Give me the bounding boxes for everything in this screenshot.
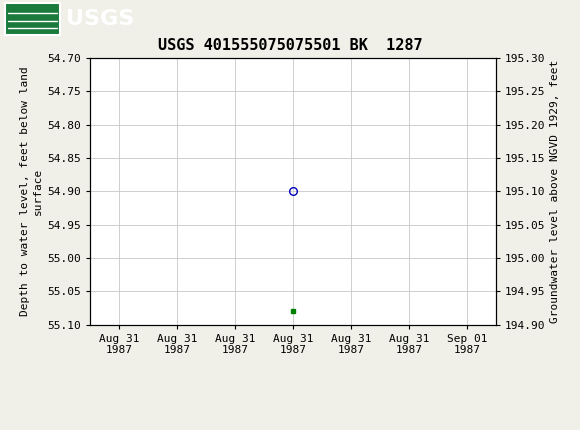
- Y-axis label: Groundwater level above NGVD 1929, feet: Groundwater level above NGVD 1929, feet: [550, 60, 560, 323]
- Text: USGS 401555075075501 BK  1287: USGS 401555075075501 BK 1287: [158, 38, 422, 53]
- Bar: [5, 3, 60, 35]
- Y-axis label: Depth to water level, feet below land
surface: Depth to water level, feet below land su…: [20, 67, 43, 316]
- Text: USGS: USGS: [66, 9, 134, 29]
